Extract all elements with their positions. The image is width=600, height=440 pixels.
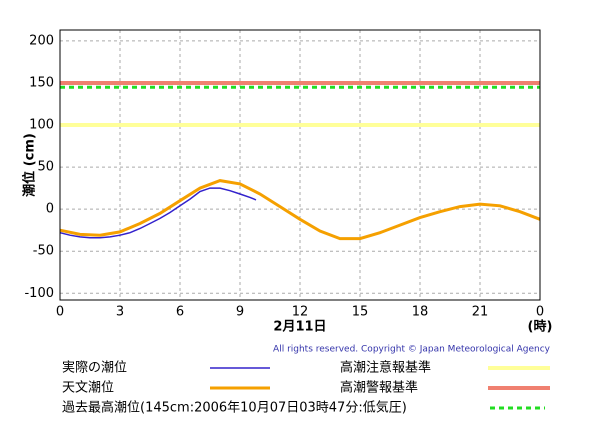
plot-frame [59, 29, 541, 301]
x-axis-label: 2月11日 [273, 320, 326, 335]
x-tick-label: 15 [352, 305, 369, 320]
y-tick-label: -50 [33, 244, 54, 259]
y-tick-label: 200 [29, 33, 54, 48]
legend-label: 高潮警報基準 [340, 380, 418, 396]
x-axis-unit: (時) [528, 319, 553, 335]
legend-label: 過去最高潮位(145cm:2006年10月07日03時47分:低気圧) [62, 400, 407, 416]
legend-label: 実際の潮位 [62, 360, 127, 376]
y-tick-label: 0 [46, 202, 54, 217]
y-tick-label: 150 [29, 75, 54, 90]
x-tick-label: 12 [292, 305, 309, 320]
x-tick-label: 9 [236, 305, 244, 320]
x-tick-label: 21 [472, 305, 489, 320]
x-tick-label: 0 [536, 305, 544, 320]
legend-label: 天文潮位 [62, 381, 114, 396]
copyright: All rights reserved. Copyright © Japan M… [273, 345, 551, 355]
x-tick-label: 18 [412, 305, 429, 320]
x-tick-label: 3 [116, 305, 124, 320]
series-line [59, 187, 257, 239]
y-tick-label: 100 [29, 118, 54, 133]
x-tick-label: 0 [56, 305, 64, 320]
y-tick-label: 50 [37, 160, 54, 175]
legend-label: 高潮注意報基準 [340, 360, 431, 376]
y-axis-label: 潮位 (cm) [22, 133, 38, 197]
y-tick-label: -100 [24, 286, 54, 301]
series-line [59, 179, 541, 241]
x-tick-label: 6 [176, 305, 184, 320]
